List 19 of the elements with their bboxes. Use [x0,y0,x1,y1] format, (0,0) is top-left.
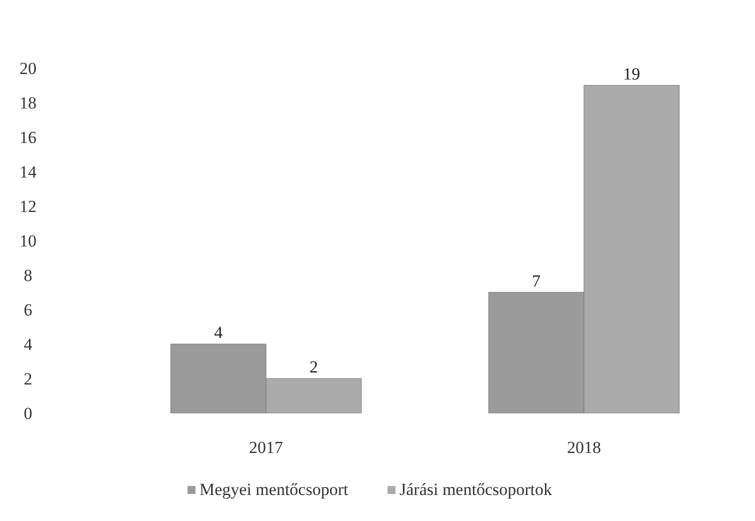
y-tick-label: 20 [20,58,36,78]
legend-label: Megyei mentőcsoport [200,480,348,499]
y-tick-label: 14 [20,162,37,182]
x-tick-label: 2017 [249,438,284,457]
y-tick-label: 16 [20,128,36,147]
data-label: 19 [623,64,640,84]
legend-label: Járási mentőcsoportok [400,480,552,499]
data-label: 2 [309,358,318,376]
x-tick-label: 2018 [566,438,601,457]
y-tick-label: 12 [20,196,36,216]
data-label: 7 [532,271,542,290]
y-tick-label: 2 [24,369,32,388]
data-label: 4 [214,323,224,342]
y-tick-label: 6 [24,300,32,320]
y-tick-label: 10 [20,231,36,250]
y-tick-label: 8 [24,266,32,285]
y-tick-label: 18 [20,93,36,112]
y-tick-label: 0 [24,404,32,423]
y-tick-label: 4 [24,334,33,354]
